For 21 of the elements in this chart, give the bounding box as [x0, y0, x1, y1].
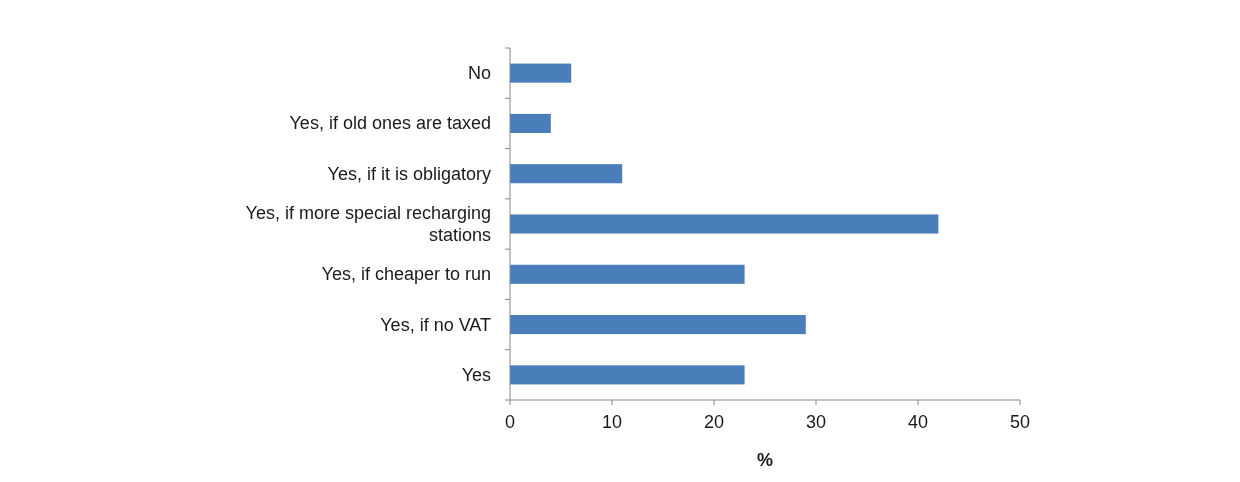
- x-tick-label: 20: [703, 412, 725, 432]
- y-tick-label: Yes, if no VAT: [380, 314, 491, 335]
- bar: [510, 365, 745, 385]
- bar: [510, 264, 745, 284]
- y-tick-label: Yes, if more special recharging stations: [245, 203, 491, 245]
- x-tick-label: 50: [1009, 412, 1031, 432]
- y-tick-label: No: [467, 63, 491, 84]
- bar: [510, 164, 623, 184]
- y-tick-label: Yes: [461, 364, 491, 385]
- bar: [510, 63, 572, 83]
- x-tick-label: 40: [907, 412, 929, 432]
- bar: [510, 113, 551, 133]
- x-tick-label: 30: [805, 412, 827, 432]
- x-axis-title: %: [756, 450, 774, 470]
- y-tick-label: Yes, if cheaper to run: [321, 264, 491, 285]
- x-tick-label: 10: [601, 412, 623, 432]
- bar: [510, 214, 939, 234]
- bar: [510, 315, 806, 335]
- y-tick-label: Yes, if old ones are taxed: [289, 113, 491, 134]
- y-tick-label: Yes, if it is obligatory: [327, 163, 491, 184]
- x-tick-label: 0: [504, 412, 516, 432]
